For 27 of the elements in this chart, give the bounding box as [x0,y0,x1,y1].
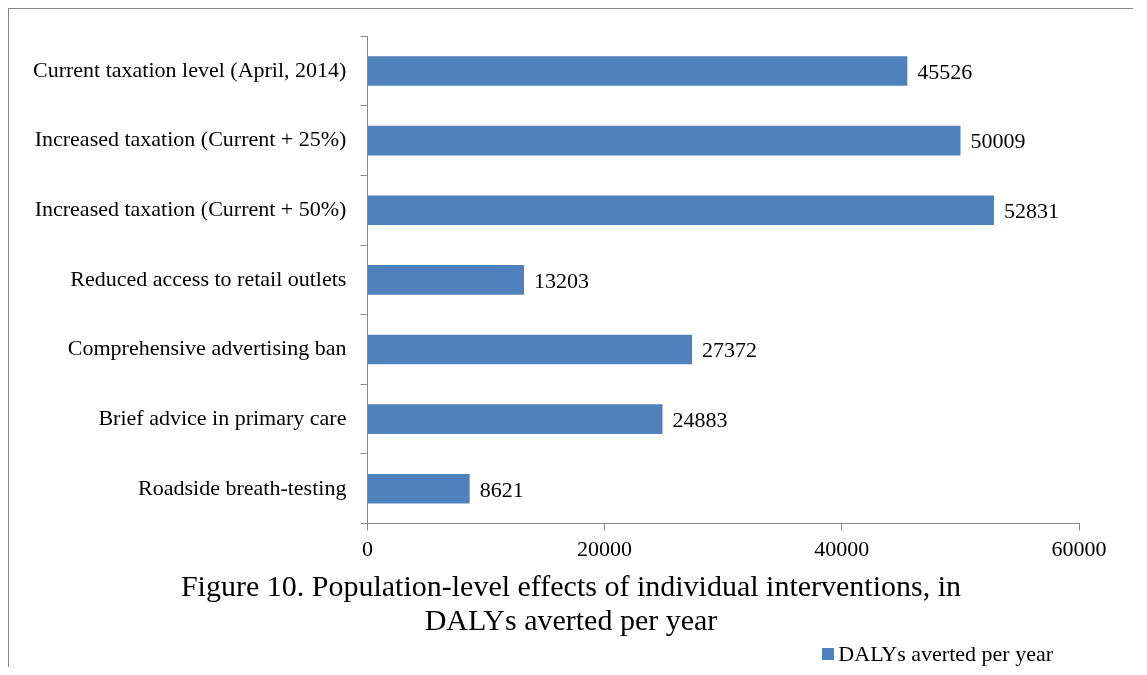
y-tick-label: Current taxation level (April, 2014) [32,56,347,82]
data-label: 24883 [672,406,728,432]
x-tick-label: 40000 [814,535,870,561]
bar [367,125,961,156]
y-tick-label: Brief advice in primary care [98,404,347,430]
data-label: 8621 [479,476,524,502]
y-tick-label: Roadside breath-testing [138,474,347,500]
y-tick-label: Comprehensive advertising ban [67,335,347,361]
bar [367,265,524,295]
bar [367,334,693,365]
bar [367,56,908,86]
legend-label: DALYs averted per year [838,641,1053,667]
data-label: 27372 [702,337,758,363]
bar [367,195,994,226]
bar [367,473,470,504]
data-label: 50009 [970,128,1026,154]
x-tick-label: 20000 [577,535,633,561]
data-label: 13203 [534,267,589,293]
x-tick-label: 60000 [1051,535,1107,561]
y-tick-label: Reduced access to retail outlets [70,265,347,291]
text: Figure 10. Population-level effects of individual interventions, in DALYs averted per year [179,569,963,637]
y-tick-label: Increased taxation (Current + 25%) [34,126,347,152]
x-tick-label: 0 [361,535,373,561]
data-label: 45526 [917,58,973,84]
bar [367,404,663,434]
y-tick-label: Increased taxation (Current + 50%) [34,196,347,222]
data-label: 52831 [1003,198,1059,224]
